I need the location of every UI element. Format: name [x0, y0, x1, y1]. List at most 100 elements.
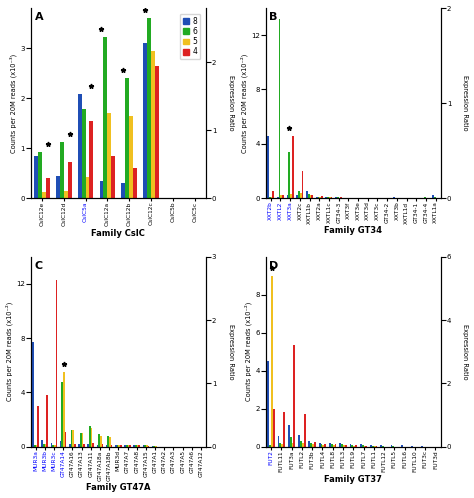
Bar	[278, 436, 280, 447]
Bar	[36, 445, 37, 447]
Bar	[100, 181, 103, 198]
Bar	[100, 436, 101, 447]
Bar	[282, 195, 284, 198]
Bar	[281, 195, 282, 198]
Bar	[60, 441, 62, 447]
Bar	[155, 66, 159, 198]
Bar	[310, 195, 311, 198]
Bar	[365, 446, 367, 447]
Bar	[60, 141, 64, 198]
Bar	[133, 445, 135, 447]
X-axis label: Family GT34: Family GT34	[324, 226, 382, 235]
Bar	[298, 435, 300, 447]
Y-axis label: Expression Ratio: Expression Ratio	[228, 324, 234, 379]
Bar	[45, 444, 46, 447]
Bar	[324, 444, 326, 447]
Bar	[393, 197, 395, 198]
Y-axis label: Expression Ratio: Expression Ratio	[228, 75, 234, 131]
Bar	[288, 152, 290, 198]
Bar	[267, 361, 269, 447]
Bar	[147, 18, 151, 198]
Bar	[135, 445, 137, 447]
Bar	[267, 135, 269, 198]
Bar	[345, 445, 346, 447]
X-axis label: Family GT47A: Family GT47A	[86, 484, 151, 493]
Bar	[98, 434, 100, 447]
X-axis label: Family GT37: Family GT37	[324, 475, 382, 484]
Bar	[362, 445, 364, 447]
Bar	[56, 175, 60, 198]
Bar	[63, 372, 65, 447]
Bar	[391, 445, 392, 447]
Bar	[68, 162, 72, 198]
Bar	[319, 197, 321, 198]
Bar	[137, 445, 138, 447]
Bar	[34, 155, 38, 198]
Bar	[144, 445, 146, 447]
Bar	[269, 197, 271, 198]
Bar	[304, 414, 306, 447]
Bar	[73, 430, 74, 447]
Bar	[310, 443, 312, 447]
Bar	[316, 197, 318, 198]
Bar	[128, 445, 129, 447]
Bar	[52, 445, 54, 447]
Bar	[321, 196, 323, 198]
Bar	[424, 197, 426, 198]
Bar	[125, 78, 129, 198]
Bar	[335, 444, 337, 447]
Bar	[327, 197, 329, 198]
Bar	[290, 437, 292, 447]
Bar	[155, 446, 157, 447]
Bar	[326, 197, 327, 198]
Bar	[296, 195, 298, 198]
Bar	[46, 178, 50, 198]
Bar	[85, 177, 90, 198]
Bar	[372, 446, 374, 447]
Text: A: A	[35, 12, 43, 22]
Y-axis label: Expression Ratio: Expression Ratio	[463, 75, 468, 131]
Bar	[302, 443, 304, 447]
Bar	[353, 446, 355, 447]
Y-axis label: Expression Ratio: Expression Ratio	[463, 324, 468, 379]
Bar	[143, 445, 144, 447]
Bar	[106, 445, 108, 447]
Bar	[333, 445, 335, 447]
Bar	[292, 135, 293, 198]
Bar	[331, 444, 333, 447]
Bar	[360, 444, 362, 447]
Bar	[269, 445, 271, 447]
Bar	[46, 395, 48, 447]
Text: B: B	[269, 12, 278, 22]
Bar	[41, 440, 43, 447]
Bar	[138, 445, 140, 447]
Bar	[401, 445, 403, 447]
Bar	[143, 43, 147, 198]
Bar	[364, 446, 365, 447]
Text: D: D	[269, 260, 279, 270]
Bar	[293, 345, 295, 447]
Bar	[318, 197, 319, 198]
Bar	[118, 445, 120, 447]
Bar	[349, 444, 351, 447]
Bar	[82, 433, 83, 447]
Bar	[32, 342, 34, 447]
Y-axis label: Counts per 20M reads (x10⁻²): Counts per 20M reads (x10⁻²)	[245, 302, 252, 401]
Bar	[55, 280, 57, 447]
Bar	[343, 445, 345, 447]
Bar	[147, 446, 149, 447]
Bar	[115, 445, 117, 447]
Bar	[380, 445, 382, 447]
Bar	[54, 445, 55, 447]
Bar	[120, 445, 122, 447]
Bar	[78, 94, 82, 198]
Bar	[277, 197, 279, 198]
Bar	[74, 444, 76, 447]
Bar	[339, 443, 341, 447]
Bar	[374, 446, 375, 447]
Bar	[335, 197, 337, 198]
Bar	[280, 443, 281, 447]
Bar	[411, 446, 413, 447]
Bar	[92, 443, 94, 447]
Bar	[314, 442, 316, 447]
